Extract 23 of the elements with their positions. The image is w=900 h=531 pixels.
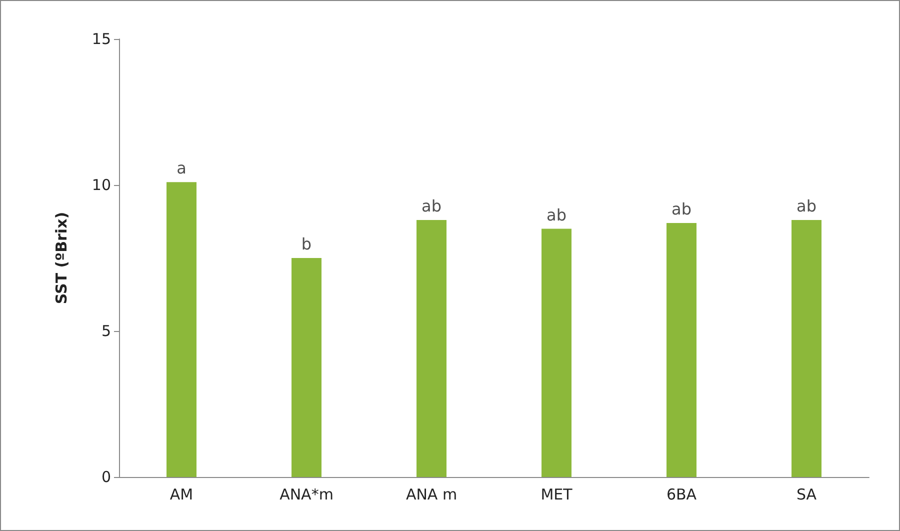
annotation: b bbox=[301, 234, 312, 254]
y-tick-label: 0 bbox=[101, 468, 111, 486]
x-tick-label: ANA m bbox=[406, 486, 458, 504]
annotation: a bbox=[176, 158, 186, 178]
x-tick-label: MET bbox=[540, 486, 574, 504]
bar bbox=[166, 182, 196, 477]
annotation: ab bbox=[672, 199, 692, 218]
bar bbox=[792, 220, 822, 477]
x-tick-label: SA bbox=[796, 486, 818, 504]
bar bbox=[666, 222, 696, 477]
y-axis-title: SST (ºBrix) bbox=[52, 212, 70, 304]
x-tick-label: ANA*m bbox=[280, 486, 334, 504]
y-tick-label: 15 bbox=[92, 30, 111, 48]
annotation: ab bbox=[422, 196, 442, 216]
x-tick-label: AM bbox=[170, 486, 194, 504]
y-tick-label: 5 bbox=[101, 322, 111, 340]
annotation: ab bbox=[796, 196, 816, 216]
bar bbox=[542, 228, 572, 477]
x-tick-label: 6BA bbox=[666, 486, 698, 504]
bar bbox=[416, 220, 446, 477]
y-tick-label: 10 bbox=[92, 176, 111, 194]
annotation: ab bbox=[546, 205, 566, 224]
bar bbox=[292, 258, 322, 477]
